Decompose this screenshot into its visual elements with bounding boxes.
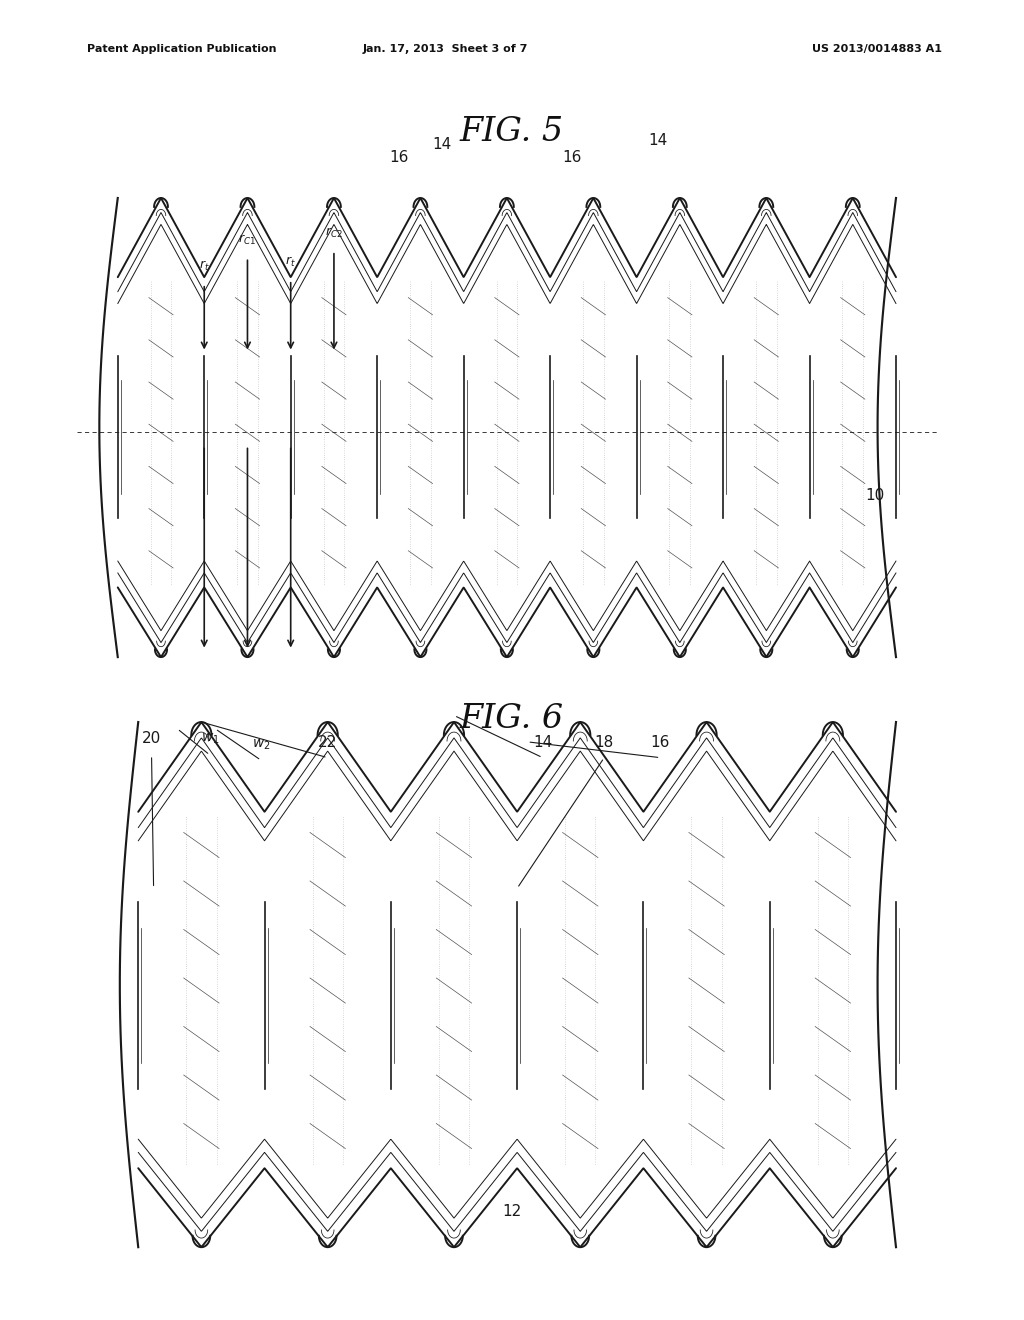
Text: FIG. 5: FIG. 5 bbox=[460, 116, 564, 148]
Text: Jan. 17, 2013  Sheet 3 of 7: Jan. 17, 2013 Sheet 3 of 7 bbox=[362, 44, 528, 54]
Text: $w_1$: $w_1$ bbox=[201, 731, 219, 746]
Text: 16: 16 bbox=[651, 735, 670, 750]
Text: 10: 10 bbox=[865, 487, 885, 503]
Text: US 2013/0014883 A1: US 2013/0014883 A1 bbox=[812, 44, 942, 54]
Text: 12: 12 bbox=[503, 1204, 521, 1220]
Text: $r_{C2}$: $r_{C2}$ bbox=[325, 226, 343, 240]
Text: 16: 16 bbox=[562, 150, 582, 165]
Text: $r_{C1}$: $r_{C1}$ bbox=[239, 232, 256, 247]
Text: FIG. 6: FIG. 6 bbox=[460, 704, 564, 735]
Text: $r_t$: $r_t$ bbox=[286, 255, 296, 269]
Text: $w_2$: $w_2$ bbox=[252, 738, 270, 752]
Text: 20: 20 bbox=[142, 731, 161, 746]
Text: $r_t$: $r_t$ bbox=[199, 259, 210, 273]
Text: 14: 14 bbox=[648, 133, 668, 148]
Text: 14: 14 bbox=[432, 137, 452, 152]
Text: 14: 14 bbox=[534, 735, 552, 750]
Text: 18: 18 bbox=[595, 735, 613, 750]
Text: Patent Application Publication: Patent Application Publication bbox=[87, 44, 276, 54]
Text: 16: 16 bbox=[389, 150, 409, 165]
Text: 22: 22 bbox=[318, 735, 337, 750]
